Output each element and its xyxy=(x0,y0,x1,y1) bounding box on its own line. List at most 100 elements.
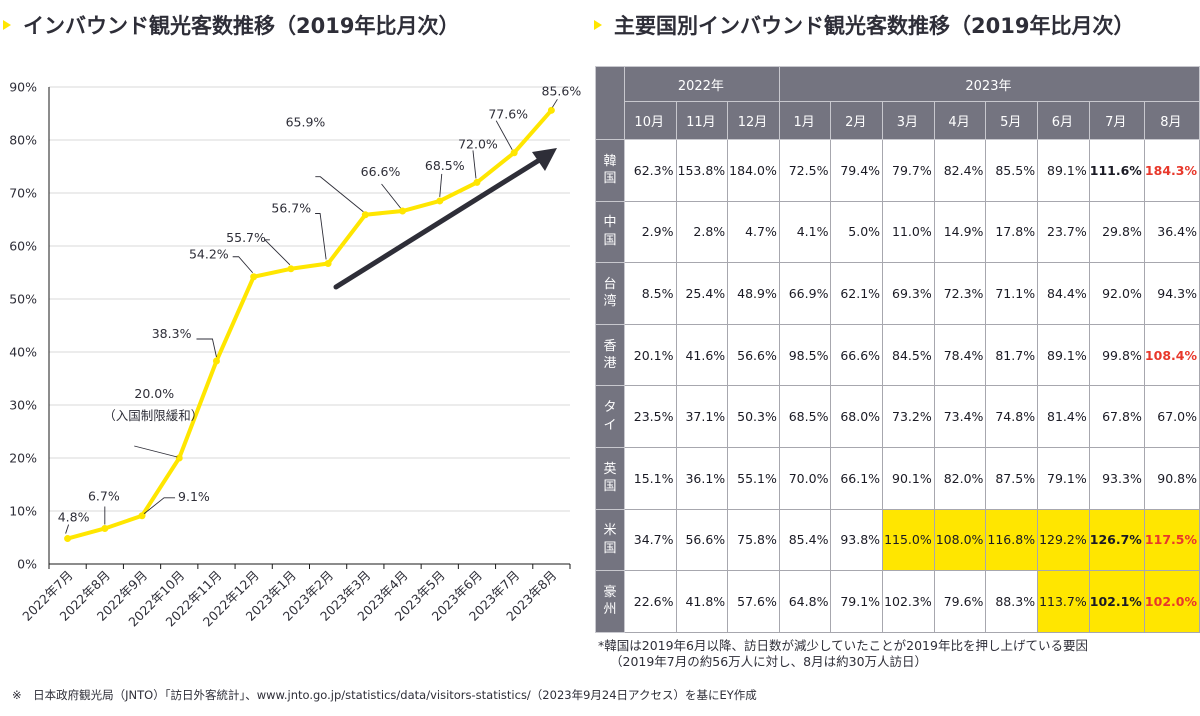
country-label: 米国 xyxy=(595,508,625,572)
data-point xyxy=(64,535,72,543)
left-title-text: インバウンド観光客数推移（2019年比月次） xyxy=(23,14,460,38)
table-cell: 184.0% xyxy=(727,139,780,202)
month-header: 4月 xyxy=(933,101,987,140)
data-point xyxy=(101,524,109,532)
table-cell: 115.0% xyxy=(882,508,935,572)
table-cell: 102.0% xyxy=(1143,570,1200,633)
table-cell: 102.1% xyxy=(1088,570,1145,633)
table-cell: 81.4% xyxy=(1037,385,1090,448)
annotation-entry-restriction-eased: （入国制限緩和） xyxy=(103,408,203,423)
month-header-row: 10月 11月 12月 1月 2月 3月 4月 5月 6月 7月 8月 xyxy=(596,101,1200,140)
table-row: 台湾 8.5% 25.4% 48.9% 66.9% 62.1% 69.3% 72.3% 71.1… xyxy=(595,262,1200,325)
y-tick-label: 20% xyxy=(9,451,37,466)
leader-line xyxy=(439,173,443,197)
table-cell: 126.7% xyxy=(1088,508,1145,572)
table-cell: 29.8% xyxy=(1088,200,1145,264)
table-cell: 116.8% xyxy=(985,508,1039,572)
country-label: 台湾 xyxy=(595,262,625,325)
y-tick-label: 50% xyxy=(9,292,37,307)
data-label: 54.2% xyxy=(189,247,229,262)
table-cell: 62.1% xyxy=(830,262,884,325)
year-header-row: 2022年 2023年 xyxy=(595,66,1200,140)
table-cell: 75.8% xyxy=(727,508,780,572)
table-cell: 102.3% xyxy=(882,570,935,633)
table-cell: 4.7% xyxy=(727,200,780,264)
table-cell: 71.1% xyxy=(985,262,1039,325)
y-tick-label: 10% xyxy=(9,504,37,519)
country-label: 豪州 xyxy=(595,570,625,633)
table-cell: 14.9% xyxy=(933,200,987,264)
country-inbound-table: 2022年 2023年 10月 11月 12月 1月 2月 3月 4月 5月 6月 7月 8月 韓国 62… xyxy=(595,66,1200,633)
table-row: 米国 34.7% 56.6% 75.8% 85.4% 93.8% 115.0% 108.0% 1… xyxy=(595,508,1200,572)
table-cell: 67.0% xyxy=(1143,385,1200,448)
data-point xyxy=(138,512,146,520)
data-point xyxy=(212,357,220,365)
table-cell: 73.4% xyxy=(933,385,987,448)
table-cell: 62.3% xyxy=(623,139,677,202)
table-row: 中国 2.9% 2.8% 4.7% 4.1% 5.0% 11.0% 14.9% 17.8% 23.… xyxy=(595,200,1200,264)
table-cell: 82.0% xyxy=(933,446,987,510)
country-label: 韓国 xyxy=(595,139,625,202)
table-cell: 2.9% xyxy=(623,200,677,264)
table-cell: 11.0% xyxy=(882,200,935,264)
country-label: 中国 xyxy=(595,200,625,264)
corner-cell xyxy=(595,66,625,140)
table-cell: 92.0% xyxy=(1088,262,1145,325)
table-cell: 79.1% xyxy=(1037,446,1090,510)
table-cell: 98.5% xyxy=(778,323,832,387)
table-cell: 129.2% xyxy=(1037,508,1090,572)
month-header: 10月 xyxy=(623,101,677,140)
triangle-bullet-icon xyxy=(594,20,602,30)
table-cell: 85.5% xyxy=(985,139,1039,202)
leader-line xyxy=(495,120,513,150)
table-cell: 70.0% xyxy=(778,446,832,510)
month-header: 8月 xyxy=(1143,101,1200,140)
data-label: 77.6% xyxy=(488,107,528,122)
data-label: 6.7% xyxy=(88,488,120,503)
leader-line xyxy=(232,256,254,274)
table-cell: 94.3% xyxy=(1143,262,1200,325)
table-cell: 108.0% xyxy=(933,508,987,572)
table-cell: 50.3% xyxy=(727,385,780,448)
country-label: タイ xyxy=(595,385,625,448)
leader-line xyxy=(196,338,217,358)
month-header: 5月 xyxy=(985,101,1039,140)
table-row: 豪州 22.6% 41.8% 57.6% 64.8% 79.1% 102.3% 79.6% 88… xyxy=(595,570,1200,633)
table-cell: 99.8% xyxy=(1088,323,1145,387)
table-cell: 25.4% xyxy=(675,262,729,325)
table-cell: 87.5% xyxy=(985,446,1039,510)
table-cell: 79.4% xyxy=(830,139,884,202)
footnote-line-1: *韓国は2019年6月以降、訪日数が減少していたことが2019年比を押し上げてい… xyxy=(598,638,1088,653)
table-cell: 74.8% xyxy=(985,385,1039,448)
table-cell: 22.6% xyxy=(623,570,677,633)
data-point xyxy=(175,454,183,462)
table-cell: 153.8% xyxy=(675,139,729,202)
table-cell: 73.2% xyxy=(882,385,935,448)
table-cell: 17.8% xyxy=(985,200,1039,264)
table-cell: 66.9% xyxy=(778,262,832,325)
table-cell: 90.8% xyxy=(1143,446,1200,510)
table-cell: 72.3% xyxy=(933,262,987,325)
table-cell: 37.1% xyxy=(675,385,729,448)
y-tick-labels: 0% 10% 20% 30% 40% 50% 60% 70% 80% 90% xyxy=(9,80,37,572)
table-cell: 93.3% xyxy=(1088,446,1145,510)
data-point xyxy=(399,207,407,215)
data-label: 56.7% xyxy=(271,200,311,215)
gridlines xyxy=(49,86,570,512)
country-table-container: 2022年 2023年 10月 11月 12月 1月 2月 3月 4月 5月 6月 7月 8月 韓国 62… xyxy=(595,66,1200,633)
korea-footnote: *韓国は2019年6月以降、訪日数が減少していたことが2019年比を押し上げてい… xyxy=(598,638,1088,670)
table-cell: 89.1% xyxy=(1037,139,1090,202)
leader-line xyxy=(472,150,477,179)
table-cell: 93.8% xyxy=(830,508,884,572)
data-label: 4.8% xyxy=(58,510,90,525)
source-citation: ※ 日本政府観光局（JNTO）「訪日外客統計」、www.jnto.go.jp/s… xyxy=(12,688,757,702)
leader-line xyxy=(381,183,401,209)
data-point xyxy=(250,273,258,281)
year-header: 2023年 xyxy=(778,66,1200,102)
table-cell: 81.7% xyxy=(985,323,1039,387)
year-header: 2022年 xyxy=(623,66,780,102)
table-cell: 57.6% xyxy=(727,570,780,633)
table-cell: 113.7% xyxy=(1037,570,1090,633)
data-label: 85.6% xyxy=(542,83,582,98)
series-line xyxy=(64,106,555,543)
